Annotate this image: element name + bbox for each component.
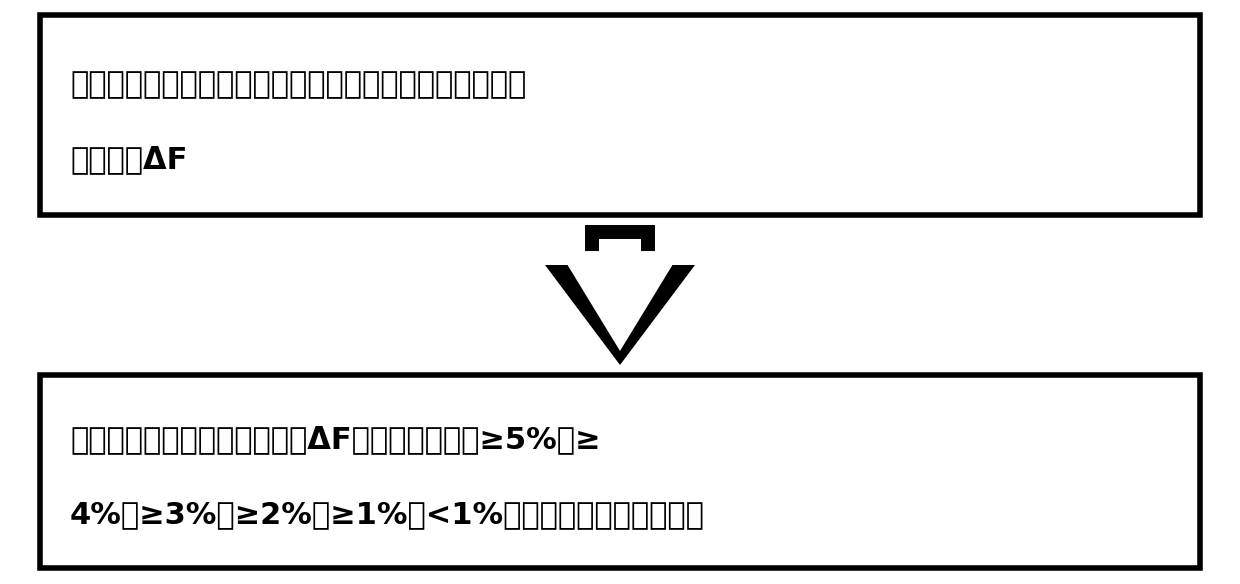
Polygon shape [546, 225, 694, 365]
Text: 4%、≥3%、≥2%、≥1%、<1%区间，分别设定比例系数: 4%、≥3%、≥2%、≥1%、<1%区间，分别设定比例系数 [69, 500, 704, 530]
Text: 将设定目标值和实际值的差值ΔF按目标要求分成≥5%、≥: 将设定目标值和实际值的差值ΔF按目标要求分成≥5%、≥ [69, 426, 600, 454]
Text: 设定固定的调节阀开度，同时不断计算设定目标值和实际: 设定固定的调节阀开度，同时不断计算设定目标值和实际 [69, 71, 526, 99]
Bar [40, 375, 1200, 568]
Bar [40, 15, 1200, 215]
Text: 值的差值ΔF: 值的差值ΔF [69, 145, 187, 175]
Polygon shape [559, 239, 681, 351]
